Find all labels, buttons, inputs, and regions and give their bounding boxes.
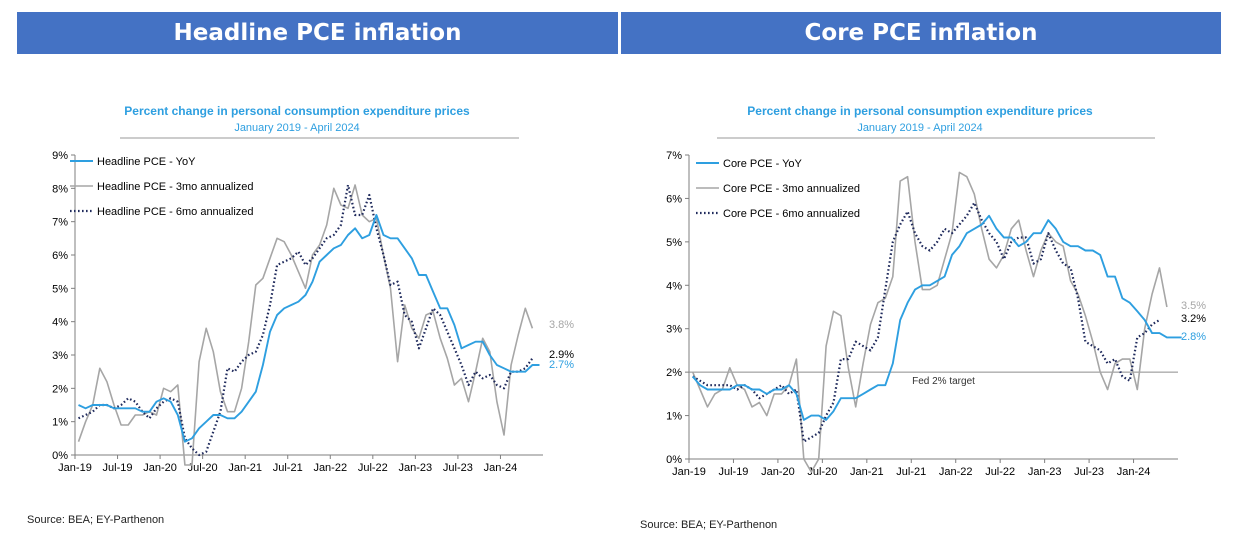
x-tick-label: Jul-21: [896, 466, 926, 478]
headline-pce-chart: Percent change in personal consumption e…: [52, 104, 574, 474]
y-tick-label: 8%: [52, 183, 68, 195]
chart-subtitle: January 2019 - April 2024: [857, 122, 982, 134]
x-tick-label: Jul-19: [718, 466, 748, 478]
x-tick-label: Jan-21: [850, 466, 884, 478]
end-label-yoy: 2.7%: [549, 359, 574, 371]
y-tick-label: 9%: [52, 150, 68, 162]
y-tick-label: 3%: [52, 350, 68, 362]
x-tick-label: Jul-20: [188, 462, 218, 474]
x-tick-label: Jan-20: [143, 462, 177, 474]
headline-pce-banner: Headline PCE inflation: [17, 12, 618, 54]
x-tick-label: Jan-19: [672, 466, 706, 478]
y-tick-label: 0%: [52, 450, 68, 462]
y-tick-label: 1%: [52, 417, 68, 429]
legend-label-three-month: Core PCE - 3mo annualized: [723, 183, 860, 195]
y-tick-label: 2%: [52, 383, 68, 395]
core-pce-banner: Core PCE inflation: [621, 12, 1221, 54]
legend-label-yoy: Core PCE - YoY: [723, 158, 803, 170]
x-tick-label: Jul-19: [103, 462, 133, 474]
y-tick-label: 3%: [666, 324, 682, 336]
chart-title: Percent change in personal consumption e…: [747, 104, 1093, 118]
y-tick-label: 6%: [666, 193, 682, 205]
x-tick-label: Jan-21: [228, 462, 262, 474]
source-note-right: Source: BEA; EY-Parthenon: [640, 519, 778, 531]
chart-subtitle: January 2019 - April 2024: [234, 122, 359, 134]
x-tick-label: Jan-22: [939, 466, 973, 478]
x-tick-label: Jul-22: [358, 462, 388, 474]
series-line-three-month: [77, 184, 534, 466]
end-label-six-month: 3.2%: [1181, 313, 1206, 325]
x-tick-label: Jul-23: [1074, 466, 1104, 478]
x-tick-label: Jul-23: [443, 462, 473, 474]
series-line-yoy: [78, 214, 540, 443]
legend-label-six-month: Headline PCE - 6mo annualized: [97, 206, 254, 218]
y-tick-label: 2%: [666, 367, 682, 379]
core-pce-chart: Percent change in personal consumption e…: [666, 104, 1206, 478]
fed-target-label: Fed 2% target: [912, 376, 975, 387]
series-line-three-month: [691, 171, 1168, 473]
y-tick-label: 5%: [666, 237, 682, 249]
y-tick-label: 1%: [666, 411, 682, 423]
y-tick-label: 7%: [666, 150, 682, 162]
y-tick-label: 4%: [52, 317, 68, 329]
end-label-three-month: 3.8%: [549, 319, 574, 331]
end-label-six-month: 2.9%: [549, 349, 574, 361]
x-tick-label: Jan-20: [761, 466, 795, 478]
x-tick-label: Jul-22: [985, 466, 1015, 478]
end-label-three-month: 3.5%: [1181, 300, 1206, 312]
legend-label-yoy: Headline PCE - YoY: [97, 156, 196, 168]
y-tick-label: 6%: [52, 250, 68, 262]
series-line-yoy: [691, 214, 1182, 421]
legend-label-six-month: Core PCE - 6mo annualized: [723, 208, 860, 220]
source-note-left: Source: BEA; EY-Parthenon: [27, 514, 165, 526]
end-label-yoy: 2.8%: [1181, 331, 1206, 343]
x-tick-label: Jul-21: [273, 462, 303, 474]
x-tick-label: Jul-20: [807, 466, 837, 478]
x-tick-label: Jan-24: [1117, 466, 1151, 478]
y-tick-label: 4%: [666, 280, 682, 292]
y-tick-label: 5%: [52, 283, 68, 295]
legend-label-three-month: Headline PCE - 3mo annualized: [97, 181, 254, 193]
x-tick-label: Jan-24: [484, 462, 518, 474]
x-tick-label: Jan-23: [1028, 466, 1062, 478]
y-tick-label: 0%: [666, 454, 682, 466]
x-tick-label: Jan-19: [58, 462, 92, 474]
x-tick-label: Jan-22: [313, 462, 347, 474]
y-tick-label: 7%: [52, 217, 68, 229]
series-line-six-month: [692, 201, 1161, 443]
chart-title: Percent change in personal consumption e…: [124, 104, 470, 118]
x-tick-label: Jan-23: [399, 462, 433, 474]
series-line-six-month: [78, 183, 534, 457]
